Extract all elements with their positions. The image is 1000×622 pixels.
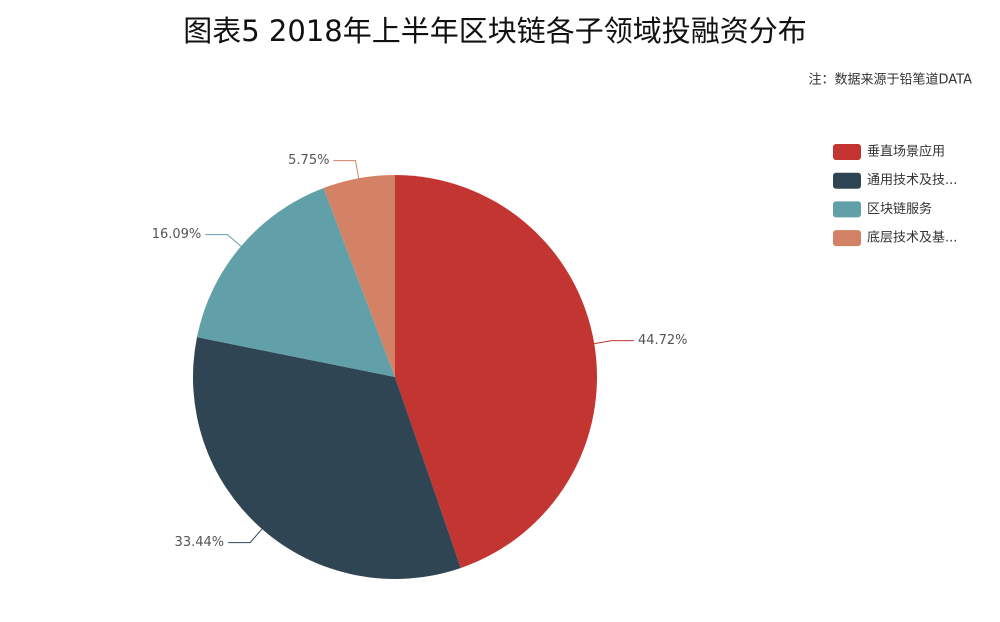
value-label: 16.09% <box>152 227 202 242</box>
legend-label: 底层技术及基... <box>867 230 957 246</box>
legend-swatch <box>833 144 861 160</box>
pie-slice <box>395 175 598 568</box>
label-line <box>594 340 634 345</box>
legend-label: 区块链服务 <box>867 201 932 217</box>
legend-label: 垂直场景应用 <box>867 144 945 160</box>
label-line <box>205 234 242 247</box>
legend-swatch <box>833 201 861 218</box>
value-label: 44.72% <box>638 333 688 348</box>
pie-slice <box>323 175 395 377</box>
legend-swatch <box>833 172 861 189</box>
source-note: 注：数据来源于铅笔道DATA <box>809 72 973 88</box>
label-line <box>333 160 360 179</box>
label-line <box>228 528 263 544</box>
value-label: 5.75% <box>288 153 329 168</box>
chart-title: 图表5 2018年上半年区块链各子领域投融资分布 <box>183 14 806 48</box>
pie-slice <box>193 337 461 579</box>
legend-label: 通用技术及技... <box>867 173 957 188</box>
pie-slice <box>196 188 395 377</box>
value-label: 33.44% <box>175 535 225 550</box>
legend-swatch <box>833 230 861 247</box>
